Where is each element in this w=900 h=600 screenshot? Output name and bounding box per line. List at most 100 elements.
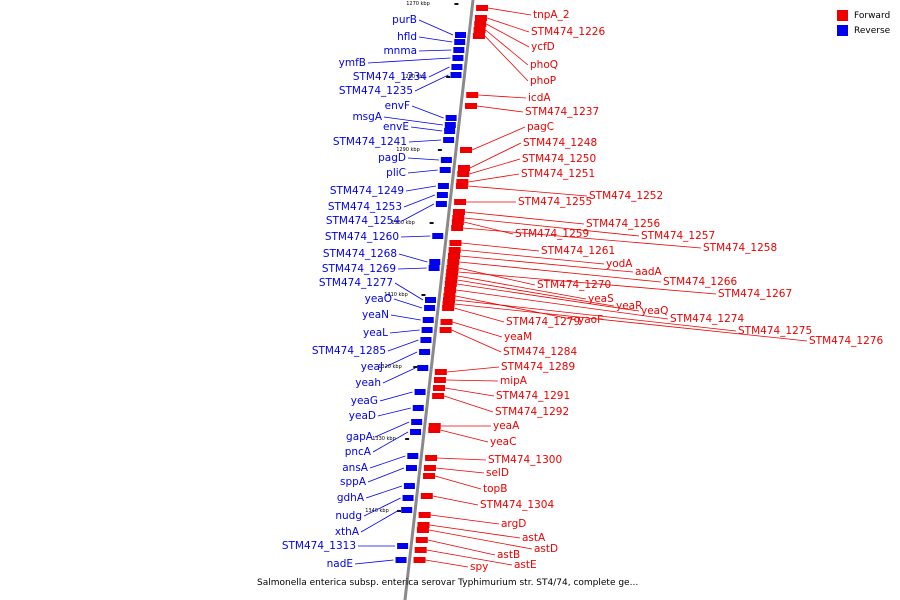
- reverse-gene-feature: [432, 233, 444, 239]
- reverse-leader-line: [410, 126, 443, 132]
- forward-gene-feature: [446, 269, 459, 275]
- forward-leader-line: [428, 529, 533, 550]
- reverse-features: [395, 32, 467, 563]
- forward-leader-line: [478, 94, 527, 99]
- forward-gene-feature: [414, 547, 427, 553]
- forward-gene-feature: [439, 327, 452, 333]
- reverse-gene-label: STM474_1277: [319, 277, 393, 289]
- forward-leader-line: [435, 467, 485, 474]
- forward-gene-label: STM474_1256: [586, 218, 660, 230]
- forward-leader-line: [454, 299, 737, 332]
- genome-backbone: [403, 0, 475, 600]
- tick-mark: [413, 366, 418, 368]
- forward-leader-line: [440, 429, 489, 443]
- forward-gene-feature: [472, 33, 485, 39]
- forward-leader-line: [452, 321, 503, 338]
- reverse-leader-line: [398, 253, 428, 263]
- forward-gene-label: STM474_1284: [503, 346, 577, 358]
- reverse-gene-feature: [452, 55, 464, 61]
- reverse-gene-label: yeaJ: [361, 361, 383, 373]
- forward-gene-label: yeaS: [588, 293, 614, 305]
- reverse-gene-label: STM474_1249: [330, 185, 404, 197]
- reverse-gene-feature: [439, 167, 451, 173]
- forward-gene-label: STM474_1261: [541, 245, 615, 257]
- forward-leader-line: [464, 211, 585, 225]
- tick-mark: [454, 3, 459, 5]
- reverse-gene-label: gapA: [346, 431, 374, 443]
- tick-mark: [429, 222, 434, 224]
- reverse-leader-line: [367, 467, 405, 483]
- reverse-gene-feature: [451, 64, 463, 70]
- forward-leader-line: [455, 295, 577, 321]
- forward-gene-label: yeaM: [504, 331, 532, 343]
- reverse-gene-feature: [445, 115, 457, 121]
- kbp-tick-label: 1310 kbp: [384, 292, 408, 298]
- reverse-gene-feature: [444, 122, 456, 128]
- reverse-leader-line: [405, 185, 436, 192]
- reverse-gene-feature: [395, 557, 407, 563]
- forward-gene-label: STM474_1275: [738, 325, 812, 337]
- reverse-leader-line: [384, 351, 418, 368]
- forward-leader-line: [434, 475, 482, 490]
- forward-gene-label: STM474_1237: [525, 106, 599, 118]
- forward-leader-line: [464, 217, 640, 237]
- forward-leader-line: [484, 35, 529, 82]
- forward-gene-label: phoQ: [530, 59, 558, 71]
- forward-gene-feature: [445, 273, 458, 279]
- reverse-leader-line: [369, 455, 406, 469]
- forward-gene-label: yodA: [606, 258, 633, 270]
- forward-leader-line: [453, 307, 505, 323]
- forward-gene-label: STM474_1300: [488, 454, 562, 466]
- reverse-gene-feature: [450, 72, 462, 78]
- forward-gene-label: topB: [483, 483, 507, 495]
- reverse-gene-label: yeaG: [351, 395, 378, 407]
- reverse-gene-label: STM474_1313: [282, 540, 356, 552]
- reverse-leader-line: [383, 116, 443, 126]
- forward-leader-line: [457, 279, 615, 307]
- reverse-gene-feature: [397, 543, 409, 549]
- forward-leader-line: [432, 495, 479, 506]
- forward-gene-feature: [423, 465, 436, 471]
- forward-gene-feature: [456, 179, 469, 185]
- forward-gene-label: astB: [497, 549, 520, 561]
- forward-gene-label: argD: [501, 518, 526, 530]
- forward-gene-label: STM474_1258: [703, 242, 777, 254]
- kbp-tick-label: 1320 kbp: [378, 364, 402, 370]
- forward-gene-label: STM474_1274: [670, 313, 744, 325]
- forward-gene-label: STM474_1257: [641, 230, 715, 242]
- reverse-gene-feature: [436, 192, 448, 198]
- forward-gene-label: STM474_1226: [531, 26, 605, 38]
- forward-gene-feature: [415, 537, 428, 543]
- forward-gene-feature: [452, 215, 465, 221]
- forward-gene-label: STM474_1259: [515, 228, 589, 240]
- reverse-gene-feature: [443, 137, 455, 143]
- forward-gene-feature: [433, 385, 446, 391]
- forward-gene-feature: [432, 393, 445, 399]
- reverse-gene-feature: [402, 495, 414, 501]
- reverse-gene-feature: [417, 365, 429, 371]
- forward-gene-feature: [474, 21, 487, 27]
- kbp-tick-label: 1340 kbp: [365, 508, 389, 514]
- forward-gene-feature: [418, 512, 431, 518]
- reverse-gene-feature: [424, 305, 436, 311]
- forward-gene-label: STM474_1255: [518, 196, 592, 208]
- forward-gene-feature: [433, 377, 446, 383]
- reverse-gene-feature: [437, 183, 449, 189]
- forward-gene-feature: [417, 522, 430, 528]
- reverse-gene-label: xthA: [335, 526, 360, 538]
- forward-leader-line: [467, 185, 588, 197]
- reverse-leader-line: [360, 509, 400, 533]
- forward-gene-feature: [420, 493, 433, 499]
- forward-gene-feature: [464, 103, 477, 109]
- reverse-gene-feature: [440, 157, 452, 163]
- forward-gene-feature: [442, 301, 455, 307]
- forward-leader-line: [485, 29, 529, 66]
- forward-gene-label: phoP: [530, 75, 556, 87]
- legend-forward: Forward: [837, 8, 890, 23]
- reverse-gene-label: ymfB: [339, 57, 366, 69]
- forward-gene-feature: [447, 259, 460, 265]
- forward-gene-label: STM474_1251: [521, 168, 595, 180]
- reverse-leader-line: [374, 421, 410, 438]
- forward-gene-feature: [425, 455, 438, 461]
- forward-gene-label: yeaQ: [641, 305, 668, 317]
